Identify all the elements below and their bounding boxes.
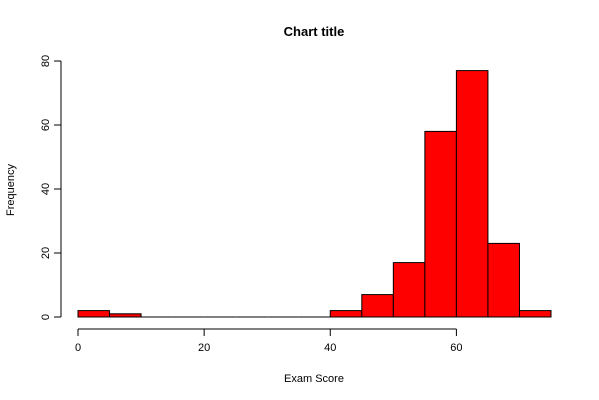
y-tick-label-4: 80 (40, 55, 52, 67)
y-tick-label-1: 20 (40, 247, 52, 259)
histogram-bar-10 (392, 262, 426, 318)
histogram-bar-12 (455, 70, 489, 318)
histogram-bar-9 (361, 294, 394, 318)
histogram-bar-0 (77, 310, 111, 318)
histogram-bar-14 (518, 310, 552, 318)
x-tick-label-3: 60 (450, 342, 462, 354)
chart-title: Chart title (284, 24, 345, 39)
histogram-bar-1 (109, 313, 142, 318)
y-axis-label: Frequency (5, 164, 17, 216)
histogram-bar-11 (424, 130, 457, 318)
x-tick-label-0: 0 (75, 342, 81, 354)
histogram-bar-8 (329, 310, 363, 318)
y-axis: 0 20 40 60 80 (40, 55, 62, 320)
x-axis-label: Exam Score (284, 373, 344, 385)
x-axis: 0 20 40 60 (75, 328, 463, 354)
y-tick-label-3: 60 (40, 119, 52, 131)
histogram-bar-13 (487, 242, 520, 318)
y-tick-label-0: 0 (40, 314, 52, 320)
x-tick-label-1: 20 (198, 342, 210, 354)
bars-group (77, 70, 552, 318)
x-tick-label-2: 40 (324, 342, 336, 354)
y-tick-label-2: 40 (40, 183, 52, 195)
